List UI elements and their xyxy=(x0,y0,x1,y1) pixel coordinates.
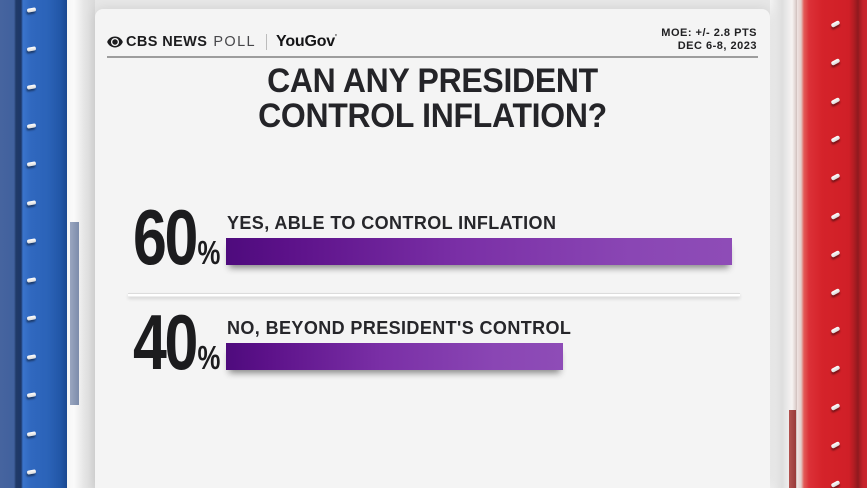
rivet-icon xyxy=(830,212,841,220)
rivet-icon xyxy=(26,84,37,90)
poll-title-line2: CONTROL INFLATION? xyxy=(258,97,607,135)
poll-value-number: 60 xyxy=(133,193,198,281)
rivet-icon xyxy=(26,161,37,167)
brand-poll: POLL xyxy=(213,34,257,50)
left-accent-panel xyxy=(70,222,79,405)
brand-cbs-news: CBS NEWS xyxy=(126,34,208,50)
poll-bar xyxy=(226,238,732,265)
moe-info: MOE: +/- 2.8 PTS DEC 6-8, 2023 xyxy=(661,27,757,52)
rivet-icon xyxy=(26,200,37,206)
row-divider xyxy=(128,293,740,297)
yougov-trademark: ' xyxy=(334,33,337,42)
rivet-icon xyxy=(26,238,37,244)
poll-title-line1: CAN ANY PRESIDENT xyxy=(267,62,598,100)
rivet-icon xyxy=(26,46,37,52)
rivet-icon xyxy=(830,480,841,488)
rivet-icon xyxy=(830,365,841,373)
rivet-icon xyxy=(26,392,37,398)
rivet-icon xyxy=(830,58,841,66)
rivet-icon xyxy=(830,441,841,449)
rivet-icon xyxy=(26,469,37,475)
poll-value-number: 40 xyxy=(133,298,198,386)
logo-divider xyxy=(266,34,268,50)
brand-yougov: YouGov' xyxy=(276,33,337,50)
moe-line: MOE: +/- 2.8 PTS xyxy=(661,27,757,39)
cbs-eye-icon xyxy=(107,36,123,48)
rivet-icon xyxy=(830,250,841,258)
percent-sign: % xyxy=(197,234,221,271)
rivet-icon xyxy=(26,7,37,13)
rivet-icon xyxy=(830,288,841,296)
poll-bar xyxy=(226,343,563,370)
rivet-icon xyxy=(830,20,841,28)
poll-value: 40% xyxy=(133,303,220,404)
rivet-icon xyxy=(830,326,841,334)
rivet-icon xyxy=(26,315,37,321)
rivet-icon xyxy=(830,403,841,411)
poll-dates: DEC 6-8, 2023 xyxy=(677,39,757,52)
rivet-icon xyxy=(830,135,841,143)
branding-row: CBS NEWS POLL YouGov' xyxy=(107,33,337,51)
studio-column-red xyxy=(797,0,867,488)
poll-title: CAN ANY PRESIDENT CONTROL INFLATION? xyxy=(115,64,750,134)
rivet-icon xyxy=(26,277,37,283)
poll-graphic-card: CBS NEWS POLL YouGov' MOE: +/- 2.8 PTS D… xyxy=(95,9,770,488)
rivet-icon xyxy=(26,123,37,129)
rivet-icon xyxy=(26,354,37,360)
rivet-icon xyxy=(830,173,841,181)
poll-value: 60% xyxy=(133,198,220,299)
right-gap-shading xyxy=(770,0,797,488)
header-rule xyxy=(107,56,758,58)
right-accent-panel xyxy=(789,410,796,488)
studio-column-blue xyxy=(0,0,67,488)
rivet-icon xyxy=(26,431,37,437)
poll-answer-label: NO, BEYOND PRESIDENT'S CONTROL xyxy=(227,318,572,338)
percent-sign: % xyxy=(197,339,221,376)
rivet-icon xyxy=(830,97,841,105)
poll-answer-label: YES, ABLE TO CONTROL INFLATION xyxy=(227,213,557,233)
